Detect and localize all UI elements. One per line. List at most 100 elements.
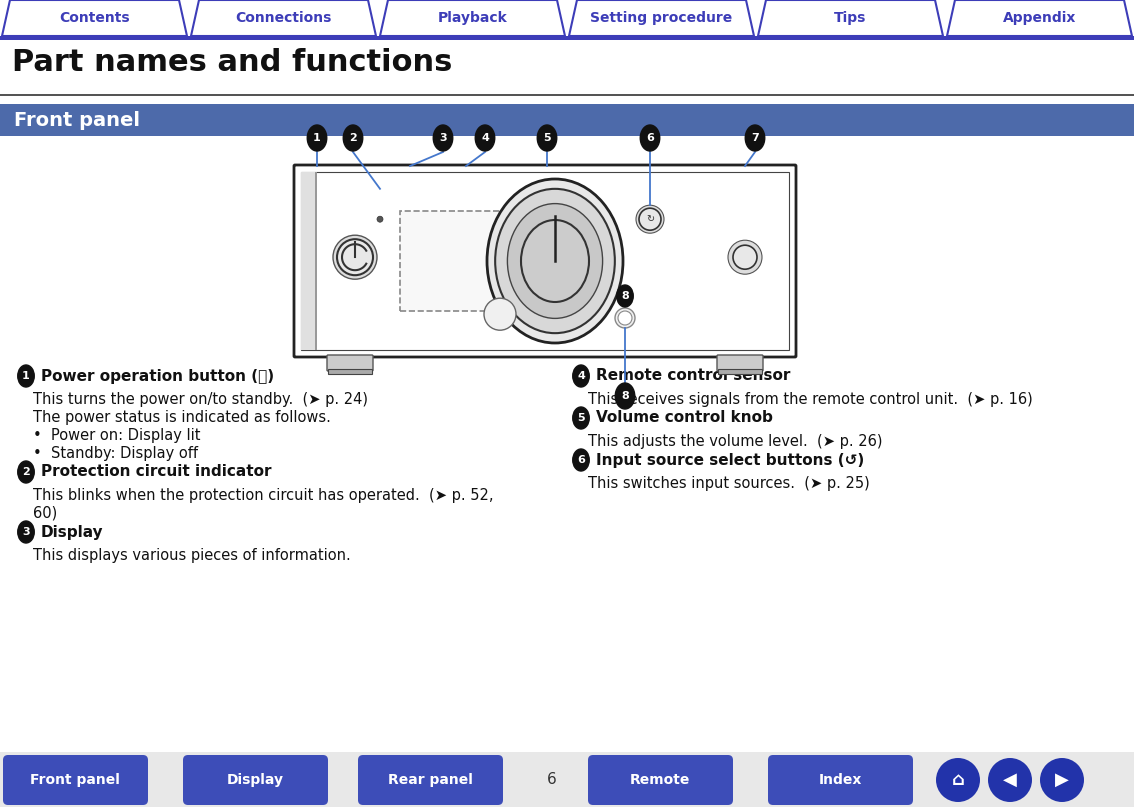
Text: Index: Index [819,773,862,787]
Text: Input source select buttons (↺): Input source select buttons (↺) [596,453,864,467]
Text: 1: 1 [23,371,29,381]
Ellipse shape [573,449,590,471]
Ellipse shape [475,125,494,151]
Bar [718,369,762,374]
Text: 6: 6 [547,772,557,788]
Circle shape [1040,758,1084,802]
Circle shape [733,245,758,270]
Ellipse shape [307,125,327,151]
Text: This blinks when the protection circuit has operated.  (➤ p. 52,: This blinks when the protection circuit … [33,488,493,503]
Text: 2: 2 [349,133,357,143]
Text: Contents: Contents [59,11,129,25]
Text: 8: 8 [621,391,629,401]
Bar [301,172,315,350]
Ellipse shape [344,125,363,151]
Circle shape [376,216,383,222]
Text: Front panel: Front panel [14,111,139,129]
Text: Protection circuit indicator: Protection circuit indicator [41,465,271,479]
Text: ▶: ▶ [1055,771,1069,789]
Text: •  Power on: Display lit: • Power on: Display lit [33,428,201,443]
Ellipse shape [573,407,590,429]
FancyBboxPatch shape [589,755,733,805]
Ellipse shape [538,125,557,151]
Bar [0,752,1134,807]
Ellipse shape [18,461,34,483]
Circle shape [618,311,632,325]
Bar [0,36,1134,40]
Text: 6: 6 [577,455,585,465]
Polygon shape [758,0,943,36]
Bar [301,172,789,350]
Text: ↻: ↻ [646,214,654,224]
Circle shape [936,758,980,802]
Ellipse shape [641,125,660,151]
FancyBboxPatch shape [3,755,149,805]
Text: Connections: Connections [236,11,331,25]
Ellipse shape [617,285,633,307]
Circle shape [333,235,376,279]
Circle shape [636,205,665,233]
Ellipse shape [573,365,590,387]
Ellipse shape [433,125,452,151]
Text: 5: 5 [543,133,551,143]
Text: Remote control sensor: Remote control sensor [596,369,790,383]
Text: 3: 3 [23,527,29,537]
Text: This displays various pieces of information.: This displays various pieces of informat… [33,548,350,563]
Bar [0,94,1134,96]
Bar [400,211,510,311]
Ellipse shape [18,365,34,387]
Text: •  Standby: Display off: • Standby: Display off [33,446,198,461]
Text: Rear panel: Rear panel [388,773,473,787]
Text: This receives signals from the remote control unit.  (➤ p. 16): This receives signals from the remote co… [589,392,1033,407]
Text: Playback: Playback [438,11,507,25]
Text: 4: 4 [481,133,489,143]
Text: 5: 5 [577,413,585,423]
Circle shape [337,239,373,275]
Bar [328,369,372,374]
Text: Tips: Tips [835,11,866,25]
Text: Setting procedure: Setting procedure [591,11,733,25]
Text: Display: Display [41,525,103,540]
Ellipse shape [616,383,635,409]
Text: 4: 4 [577,371,585,381]
Text: Appendix: Appendix [1002,11,1076,25]
Text: 60): 60) [33,506,57,521]
Text: Part names and functions: Part names and functions [12,48,452,77]
Polygon shape [569,0,754,36]
Circle shape [615,308,635,328]
Text: 8: 8 [621,291,629,301]
Polygon shape [947,0,1132,36]
Polygon shape [2,0,187,36]
Text: 3: 3 [439,133,447,143]
Circle shape [988,758,1032,802]
Text: This turns the power on/to standby.  (➤ p. 24): This turns the power on/to standby. (➤ p… [33,392,369,407]
Ellipse shape [486,179,623,343]
Text: The power status is indicated as follows.: The power status is indicated as follows… [33,410,331,425]
Text: ◀: ◀ [1004,771,1017,789]
Text: Power operation button (⏻): Power operation button (⏻) [41,369,274,383]
Text: Remote: Remote [629,773,691,787]
Bar [0,104,1134,136]
Polygon shape [191,0,376,36]
Ellipse shape [507,203,602,319]
Circle shape [728,240,762,274]
Text: 1: 1 [313,133,321,143]
FancyBboxPatch shape [358,755,503,805]
Ellipse shape [496,189,615,333]
Text: 2: 2 [23,467,29,477]
Bar [315,172,318,350]
Text: 7: 7 [751,133,759,143]
Text: ⌂: ⌂ [951,771,964,789]
Polygon shape [380,0,565,36]
Circle shape [484,299,516,330]
Ellipse shape [521,220,589,302]
Text: Volume control knob: Volume control knob [596,411,773,425]
Text: Front panel: Front panel [31,773,120,787]
FancyBboxPatch shape [294,165,796,357]
Text: This adjusts the volume level.  (➤ p. 26): This adjusts the volume level. (➤ p. 26) [589,434,882,449]
FancyBboxPatch shape [717,355,763,371]
Text: This switches input sources.  (➤ p. 25): This switches input sources. (➤ p. 25) [589,476,870,491]
FancyBboxPatch shape [768,755,913,805]
Text: 6: 6 [646,133,654,143]
Circle shape [638,208,661,230]
